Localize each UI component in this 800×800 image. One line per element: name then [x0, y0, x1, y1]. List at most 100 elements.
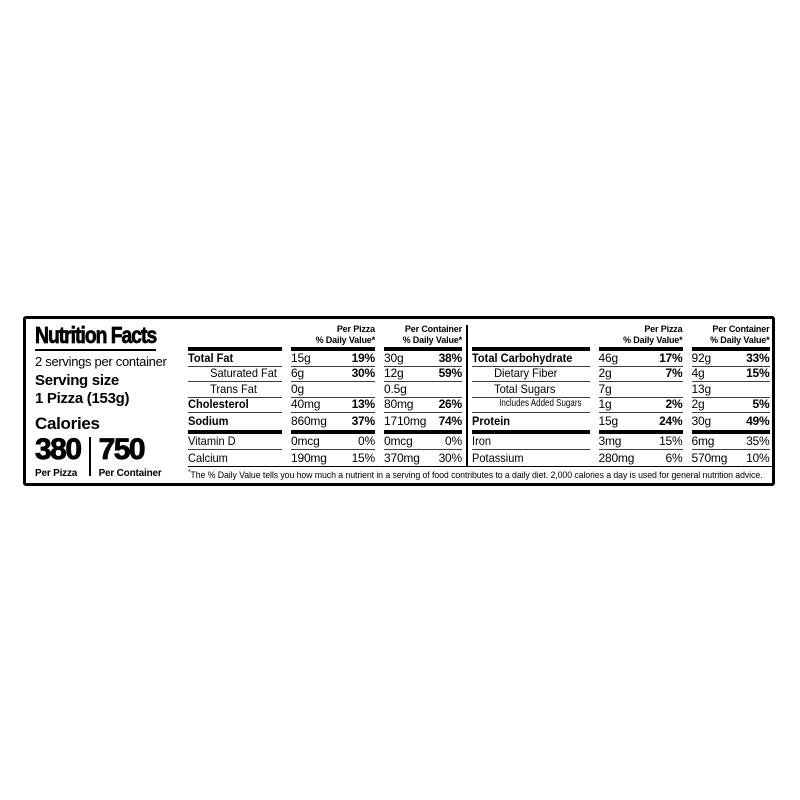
per-container-amount: 570mg — [691, 450, 728, 465]
per-pizza-cell: 6g 30% — [291, 366, 376, 382]
per-pizza-daily-value: 13% — [351, 397, 376, 411]
nutrient-label: Total Fat — [188, 350, 234, 365]
per-pizza-amount: 6g — [291, 366, 304, 380]
footnote-text: The % Daily Value tells you how much a n… — [190, 470, 763, 482]
nutrient-label: Trans Fat — [210, 381, 257, 396]
per-pizza-cell: 860mg 37% — [291, 413, 375, 429]
per-container-cell: 570mg 10% — [692, 450, 770, 466]
table-vertical-divider — [466, 325, 468, 466]
per-pizza-daily-value: 2% — [665, 397, 683, 411]
nutrient-tables-area: Per Pizza% Daily Value* Per Container% Da… — [188, 323, 773, 481]
per-pizza-cell: 2g 7% — [598, 366, 683, 382]
per-pizza-cell: 1g 2% — [598, 397, 683, 413]
per-pizza-cell: 190mg 15% — [291, 450, 375, 466]
nutrient-label-cell: Sodium — [188, 413, 282, 429]
per-container-column-header: Per Container% Daily Value* — [692, 324, 770, 345]
per-pizza-daily-value: 30% — [351, 366, 376, 380]
nutrient-row: Total Carbohydrate 46g 17% 92g 33% — [471, 350, 770, 367]
servings-per-container: 2 servings per container — [35, 354, 167, 369]
per-pizza-daily-value: 15% — [351, 450, 376, 465]
nutrient-row: Potassium 280mg 6% 570mg 10% — [472, 450, 770, 466]
per-container-cell: 6mg 35% — [691, 434, 770, 450]
thick-rule-per-pizza — [598, 347, 683, 351]
per-container-daily-value: 0% — [445, 434, 462, 448]
nutrient-table-carbs: Per Pizza% Daily Value* Per Container% Da… — [471, 323, 770, 466]
daily-value-footnote: *The % Daily Value tells you how much a … — [188, 465, 773, 482]
per-pizza-daily-value: 6% — [665, 450, 683, 465]
nutrient-label-cell: Cholesterol — [188, 398, 282, 413]
thick-rule-per-pizza — [598, 429, 683, 434]
nutrient-row: Calcium 190mg 15% 370mg 30% — [188, 450, 462, 466]
thick-rule-label — [188, 347, 282, 351]
per-pizza-amount: 0g — [291, 381, 304, 396]
per-pizza-amount: 40mg — [291, 397, 321, 411]
serving-size-value: 1 Pizza (153g) — [35, 390, 130, 407]
calories-per-pizza-value: 380 — [35, 433, 83, 466]
nutrient-label-cell: Protein — [472, 413, 590, 429]
per-container-cell: 30g 49% — [692, 413, 770, 429]
per-pizza-amount: 190mg — [291, 450, 327, 465]
footnote-asterisk: * — [188, 469, 191, 476]
calories-row: 380 Per Pizza 750 Per Container — [35, 433, 188, 479]
per-pizza-cell: 3mg 15% — [598, 434, 683, 450]
per-container-amount: 6mg — [691, 434, 715, 448]
per-pizza-cell: 46g 17% — [598, 350, 683, 367]
per-container-cell: 4g 15% — [691, 366, 770, 382]
calories-per-container-label: Per Container — [98, 467, 162, 479]
per-container-amount: 1710mg — [384, 413, 427, 428]
per-container-column-header: Per Container% Daily Value* — [384, 324, 463, 345]
per-container-cell: 92g 33% — [691, 350, 770, 367]
per-pizza-amount: 280mg — [598, 450, 635, 465]
thick-rule-label — [471, 347, 590, 351]
per-container-daily-value: 35% — [746, 434, 770, 448]
per-pizza-amount: 3mg — [598, 434, 622, 448]
nutrient-row: Dietary Fiber 2g 7% 4g 15% — [471, 366, 770, 382]
calories-per-container-value: 750 — [98, 433, 146, 466]
per-pizza-amount: 2g — [598, 366, 612, 380]
per-container-daily-value: 15% — [746, 366, 770, 380]
nutrient-label-cell: Calcium — [188, 450, 282, 466]
per-pizza-header-line1: Per Pizza — [336, 324, 375, 335]
nutrient-label: Potassium — [471, 450, 524, 465]
per-pizza-daily-value: 7% — [665, 366, 683, 380]
per-pizza-cell: 7g — [598, 382, 683, 398]
thick-rule-label — [471, 429, 590, 434]
nutrient-row: Vitamin D 0mcg 0% 0mcg 0% — [188, 434, 462, 450]
nutrient-row: Total Fat 15g 19% 30g 38% — [188, 351, 462, 367]
nutrient-label: Saturated Fat — [210, 366, 277, 380]
calories-per-pizza-label: Per Pizza — [35, 467, 78, 479]
per-container-amount: 4g — [691, 366, 705, 380]
per-container-cell: 370mg 30% — [384, 450, 462, 466]
calories-divider — [88, 437, 91, 476]
per-container-daily-value: 33% — [746, 350, 770, 365]
per-container-amount: 30g — [691, 413, 712, 428]
per-pizza-cell: 0g — [291, 382, 375, 398]
per-pizza-daily-value: 0% — [358, 434, 375, 448]
per-container-cell: 2g 5% — [691, 397, 770, 413]
serving-size-label: Serving size — [35, 372, 119, 389]
nutrient-label: Sodium — [188, 413, 229, 428]
per-pizza-daily-value: 24% — [659, 413, 683, 428]
thick-rule-per-container — [691, 347, 770, 351]
per-container-cell: 80mg 26% — [384, 398, 462, 413]
nutrient-label: Includes Added Sugars — [498, 398, 581, 409]
per-container-daily-value: 10% — [746, 450, 770, 465]
table-header: Per Pizza% Daily Value* Per Container% Da… — [472, 323, 770, 345]
nutrient-label-cell: Iron — [471, 434, 590, 450]
label-identity-section: Nutrition Facts 2 servings per container… — [35, 323, 188, 481]
nutrient-label-cell: Vitamin D — [188, 435, 282, 450]
calories-per-pizza: 380 Per Pizza — [35, 433, 83, 479]
nutrition-facts-panel: Nutrition Facts 2 servings per container… — [23, 316, 775, 486]
per-pizza-amount: 46g — [598, 350, 619, 365]
per-container-cell: 13g — [691, 382, 770, 398]
nutrient-label: Total Carbohydrate — [471, 350, 572, 365]
per-pizza-cell: 280mg 6% — [599, 450, 683, 466]
per-container-amount: 92g — [691, 350, 712, 365]
thick-rule-row — [188, 429, 462, 434]
nutrient-label: Iron — [471, 434, 491, 448]
thick-rule-per-container — [384, 347, 462, 351]
per-container-amount: 30g — [384, 350, 404, 365]
per-container-daily-value: 59% — [438, 366, 463, 380]
nutrient-label: Protein — [471, 413, 510, 428]
per-container-amount: 2g — [691, 397, 705, 411]
